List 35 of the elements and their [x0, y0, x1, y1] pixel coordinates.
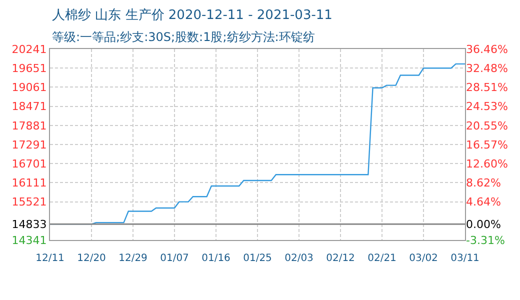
x-tick-label: 12/20: [77, 253, 106, 264]
y-tick-label: 14341: [12, 234, 47, 247]
y-tick-label: 16111: [12, 176, 47, 190]
y2-tick-label: 8.62%: [466, 176, 501, 190]
y-tick-label: 14833: [12, 218, 47, 231]
x-tick-label: 02/03: [284, 253, 314, 264]
x-tick-label: 02/12: [326, 253, 355, 264]
y2-tick-label: 32.48%: [466, 62, 508, 75]
chart-subtitle: 等级:一等品;纱支:30S;股数:1股;纺纱方法:环锭纺: [52, 30, 315, 44]
y2-tick-label: 16.57%: [466, 138, 508, 152]
y2-tick-label: 28.51%: [466, 81, 508, 94]
y-tick-label: 20241: [12, 42, 47, 56]
y2-tick-label: 24.53%: [466, 100, 508, 114]
y-tick-label: 17881: [12, 119, 47, 132]
x-tick-label: 03/02: [409, 253, 438, 264]
y-tick-label: 15521: [12, 196, 47, 209]
x-tick-label: 01/07: [160, 253, 189, 264]
chart-title: 人棉纱 山东 生产价 2020-12-11 - 2021-03-11: [52, 8, 332, 23]
y2-tick-label: 0.00%: [466, 218, 501, 231]
x-tick-label: 12/29: [118, 253, 148, 264]
y2-tick-label: 12.60%: [466, 157, 508, 170]
y-tick-label: 19651: [12, 62, 47, 75]
y2-tick-label: 4.64%: [466, 196, 501, 209]
x-tick-label: 01/25: [243, 253, 272, 264]
y2-tick-label: 36.46%: [466, 42, 508, 56]
x-tick-label: 12/11: [36, 253, 64, 264]
y2-tick-label: -3.31%: [466, 234, 505, 247]
x-tick-label: 01/16: [202, 253, 230, 264]
y-tick-label: 18471: [12, 100, 47, 114]
x-tick-label: 03/11: [450, 253, 480, 264]
y-tick-label: 17291: [12, 138, 47, 152]
y-tick-label: 16701: [12, 157, 47, 170]
y-tick-label: 19061: [12, 81, 47, 94]
y2-tick-label: 20.55%: [466, 119, 508, 132]
x-tick-label: 02/21: [368, 253, 396, 264]
